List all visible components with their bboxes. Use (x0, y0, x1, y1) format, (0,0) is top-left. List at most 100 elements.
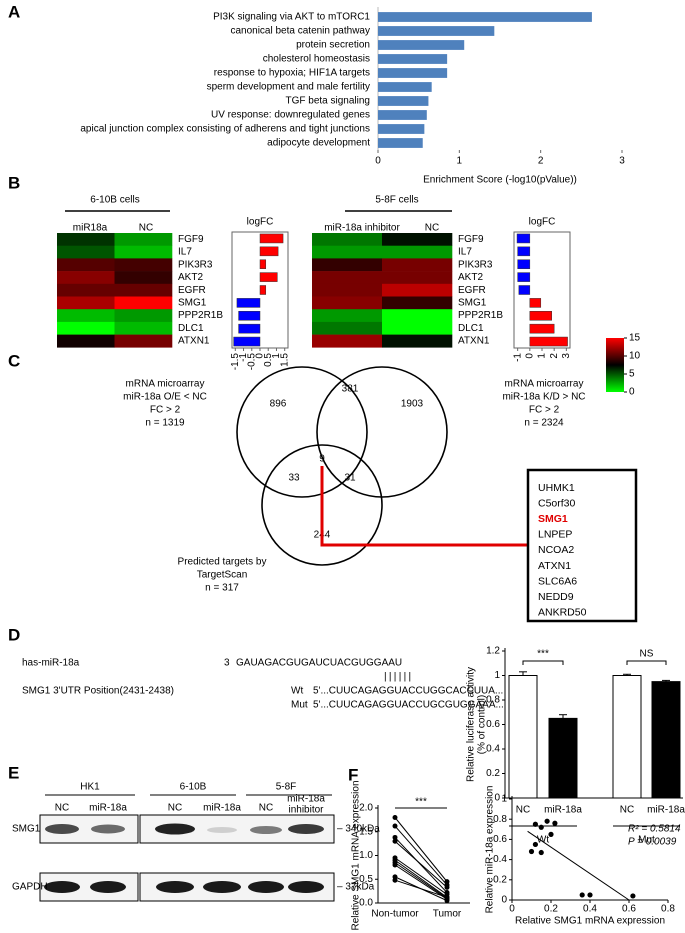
point (392, 815, 398, 820)
significance-label: NS (640, 649, 654, 660)
point (548, 831, 554, 837)
heatmap-cell (312, 245, 383, 259)
set-label: FC > 2 (529, 405, 560, 416)
row-label: PIK3R3 (458, 259, 493, 270)
x-tick-label: 0.2 (544, 904, 558, 915)
venn-circle (236, 366, 368, 498)
bar (378, 68, 448, 78)
bar (238, 311, 261, 321)
set-label: miR-18a K/D > NC (502, 392, 585, 403)
point (392, 877, 398, 883)
point (392, 834, 398, 840)
point (630, 893, 636, 899)
bar (238, 323, 261, 334)
y-axis-label: (% of control) (477, 695, 488, 754)
point (544, 818, 550, 824)
band (45, 824, 79, 834)
x-tick-label: 0.4 (583, 904, 597, 915)
pair-line (394, 840, 448, 888)
protein-label: SMG1 (12, 824, 41, 835)
category-label: apical junction complex consisting of ad… (80, 124, 370, 135)
panel-letter: F (348, 765, 358, 784)
category-label: NC (516, 805, 530, 816)
point (444, 884, 450, 890)
sequence-alignment: has-miR-18a 3 GAUAGACGUGAUCUACGUGGAAU ||… (22, 658, 504, 711)
category-label: protein secretion (296, 40, 370, 51)
category-label: miR-18a (647, 805, 685, 816)
pair-line (394, 859, 448, 898)
gene: LNPEP (538, 529, 572, 541)
lane-label: inhibitor (288, 805, 324, 816)
band (156, 881, 194, 893)
heatmap-cell (312, 271, 383, 285)
venn: mRNA microarray miR-18a O/E < NC FC > 2 … (123, 366, 638, 623)
column-label: miR18a (73, 223, 108, 234)
row-label: AKT2 (178, 272, 203, 283)
x-tick-label: 1 (537, 353, 548, 359)
heatmap-cell (382, 258, 453, 272)
row-label: IL7 (178, 247, 192, 258)
panel-letter: A (8, 2, 20, 21)
x-tick-label: -1.5 (230, 353, 241, 371)
bar (378, 54, 448, 64)
bar (529, 311, 552, 321)
x-tick-label: 3 (619, 156, 625, 167)
pair-line (394, 837, 448, 893)
column-label: NC (139, 223, 153, 234)
panel-letter: C (8, 351, 20, 370)
heatmap-cell (382, 245, 453, 259)
y-tick-label: 0.8 (486, 695, 500, 706)
point (587, 892, 593, 898)
panel-letter: D (8, 625, 20, 644)
target-label: Wt (291, 686, 303, 697)
point (392, 823, 398, 829)
gene: NCOA2 (538, 544, 574, 556)
mirna-sequence: GAUAGACGUGAUCUACGUGGAAU (236, 658, 402, 669)
colorbar-tick-label: 5 (629, 369, 635, 380)
category-label: PI3K signaling via AKT to mTORC1 (213, 12, 370, 23)
pairing: |||||| (384, 672, 413, 683)
mirna-name: has-miR-18a (22, 658, 80, 669)
y-tick-label: 0.4 (493, 854, 507, 865)
y-tick-label: 0.2 (486, 768, 500, 779)
pair-line (394, 862, 448, 899)
category-label: adipocyte development (267, 138, 370, 149)
category-label: sperm development and male fertility (207, 82, 370, 93)
bar (517, 259, 531, 269)
category-label: NC (620, 805, 634, 816)
bar (378, 40, 465, 50)
bar (259, 285, 267, 295)
heatmap-cell (57, 271, 115, 285)
gene: C5orf30 (538, 497, 576, 509)
heatmap-cell (114, 296, 173, 310)
pair-line (394, 864, 448, 900)
row-label: FGF9 (458, 234, 484, 245)
bar (259, 272, 278, 282)
heatmap-cell (114, 271, 173, 285)
bar (516, 233, 531, 244)
bar (651, 681, 681, 799)
heatmap-cell (114, 334, 173, 348)
band (91, 824, 125, 834)
row-label: AKT2 (458, 272, 483, 283)
set-label: Predicted targets by (178, 557, 267, 568)
bar (378, 12, 592, 22)
heatmap-cell (312, 233, 383, 246)
x-tick-label: -0.5 (246, 353, 257, 371)
heatmap-cell (57, 296, 115, 310)
band (207, 827, 237, 833)
x-axis-label: Enrichment Score (-log10(pValue)) (423, 175, 577, 186)
heatmap-cell (57, 258, 115, 272)
column-label: miR-18a inhibitor (324, 223, 400, 234)
colorbar-tick-label: 10 (629, 351, 641, 362)
bar (548, 717, 578, 799)
band (203, 881, 241, 893)
size-label: – 37kDa (337, 882, 375, 893)
gene: SLC6A6 (538, 575, 577, 587)
heatmap-cell (114, 258, 173, 272)
heatmap-title: 5-8F cells (375, 195, 418, 206)
bar (378, 110, 427, 120)
row-label: FGF9 (178, 234, 204, 245)
heatmap-cell (312, 296, 383, 310)
category-label: canonical beta catenin pathway (230, 26, 370, 37)
